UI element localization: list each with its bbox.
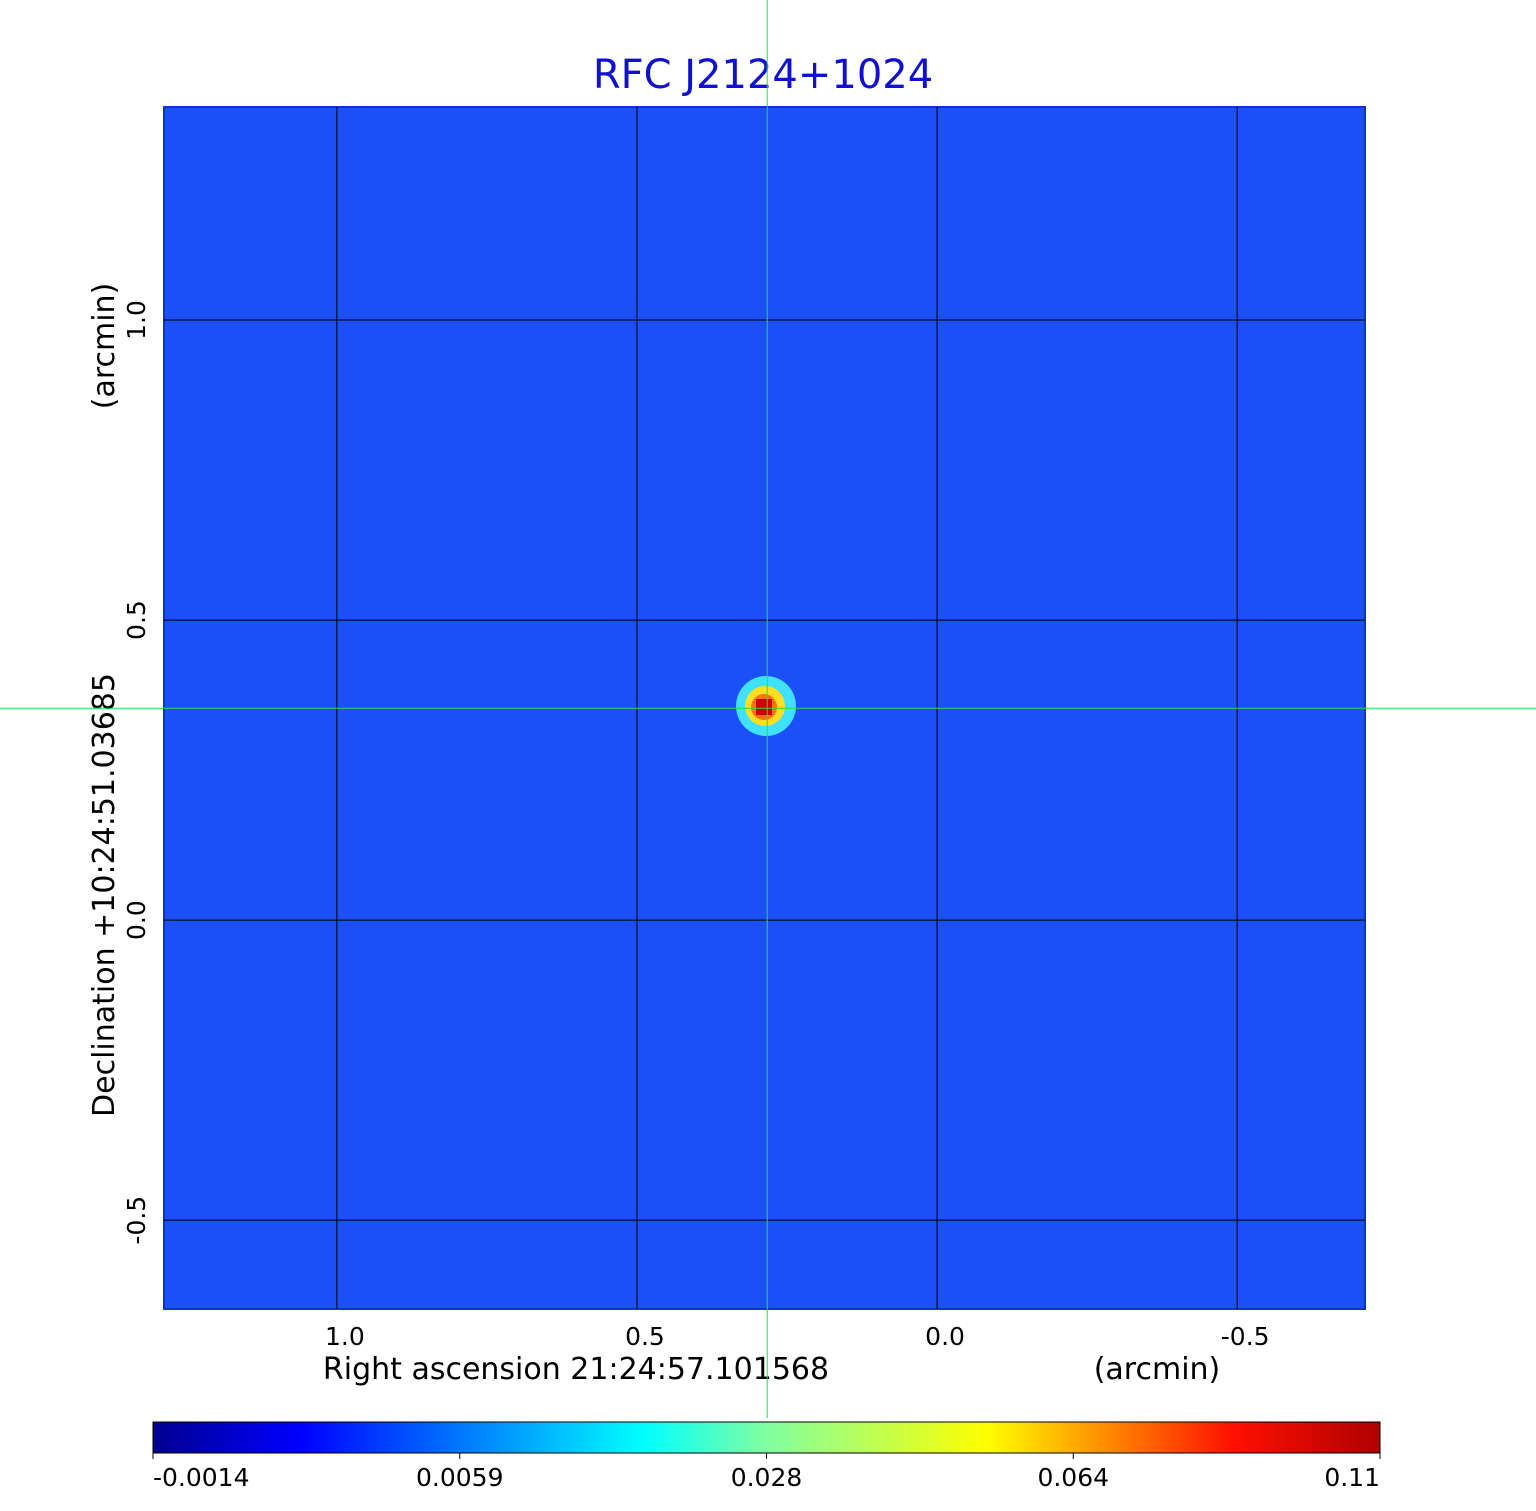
y-axis-unit: (arcmin) bbox=[87, 283, 122, 410]
x-tick-label: 0.5 bbox=[625, 1322, 665, 1351]
x-axis-unit: (arcmin) bbox=[1094, 1352, 1221, 1387]
colorbar-tick-label: -0.0014 bbox=[153, 1463, 250, 1492]
y-tick-label: 1.0 bbox=[122, 300, 151, 340]
y-tick-label: -0.5 bbox=[122, 1196, 151, 1245]
x-axis-label: Right ascension 21:24:57.101568 bbox=[323, 1352, 829, 1387]
colorbar-tick-label: 0.028 bbox=[731, 1463, 803, 1492]
chart-title: RFC J2124+1024 bbox=[593, 52, 933, 98]
x-tick-label: 1.0 bbox=[325, 1322, 365, 1351]
colorbar bbox=[152, 1421, 1381, 1454]
x-tick-label: 0.0 bbox=[925, 1322, 965, 1351]
colorbar-tick-label: 0.11 bbox=[1324, 1463, 1380, 1492]
colorbar-tick-label: 0.0059 bbox=[416, 1463, 503, 1492]
y-tick-label: 0.5 bbox=[122, 600, 151, 640]
y-tick-label: 0.0 bbox=[122, 900, 151, 940]
y-axis-label: Declination +10:24:51.03685 bbox=[87, 673, 122, 1117]
x-tick-label: -0.5 bbox=[1221, 1322, 1270, 1351]
colorbar-tick-label: 0.064 bbox=[1037, 1463, 1109, 1492]
source-blob bbox=[736, 676, 796, 736]
